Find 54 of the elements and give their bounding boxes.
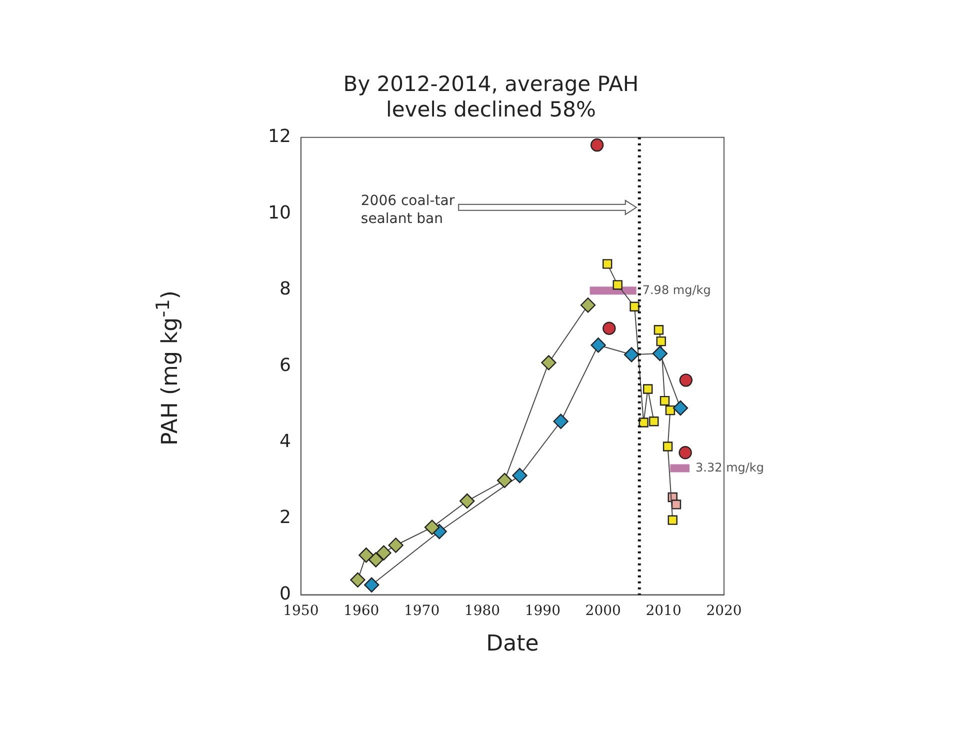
point [590,138,604,152]
point [662,442,673,452]
x-tick-label: 1960 [344,602,380,619]
point [364,577,380,592]
point [350,572,366,588]
x-tick-label: 2010 [646,602,682,619]
x-tick-label: 2000 [585,602,621,619]
y-tick-label: 4 [279,431,291,452]
point [630,302,640,312]
chart-title: By 2012-2014, average PAH levels declined 58% [343,72,639,122]
x-tick-label: 1950 [283,602,319,619]
point [358,548,374,563]
point [368,552,384,568]
point [553,414,568,429]
annotation: 7.98 mg/kg [642,282,711,297]
y-tick-label: 6 [279,354,291,376]
point [541,355,556,370]
point [654,325,664,335]
point [512,468,528,484]
point [460,493,475,509]
point [678,446,692,460]
y-tick-label: 0 [279,583,291,604]
point [660,396,670,406]
point [672,400,688,416]
point [496,472,512,488]
x-tick-label: 1970 [404,602,440,619]
y-tick-label: 8 [279,278,291,300]
point [643,384,653,394]
x-tick-label: 2020 [706,602,742,619]
point [679,374,693,387]
point [590,338,606,353]
x-tick-label: 1980 [464,602,500,619]
point [656,336,666,346]
point [602,322,616,335]
ref-line-label: 2006 coal-tar sealant ban [360,193,455,228]
annotation: 3.32 mg/kg [696,460,764,474]
point [612,280,622,290]
y-tick-label: 10 [268,202,291,224]
point [388,538,404,553]
point [652,346,668,362]
point [376,545,392,560]
point [668,515,678,525]
x-tick-label: 1990 [524,602,560,619]
point [424,520,440,535]
point [671,500,682,510]
point [649,416,659,426]
point [580,298,596,313]
y-tick-label: 12 [268,126,291,148]
point [624,347,640,362]
point [665,405,676,416]
y-tick-label: 2 [279,507,291,528]
point [602,259,612,269]
point [638,418,648,428]
x-axis-title: Date [486,632,539,657]
